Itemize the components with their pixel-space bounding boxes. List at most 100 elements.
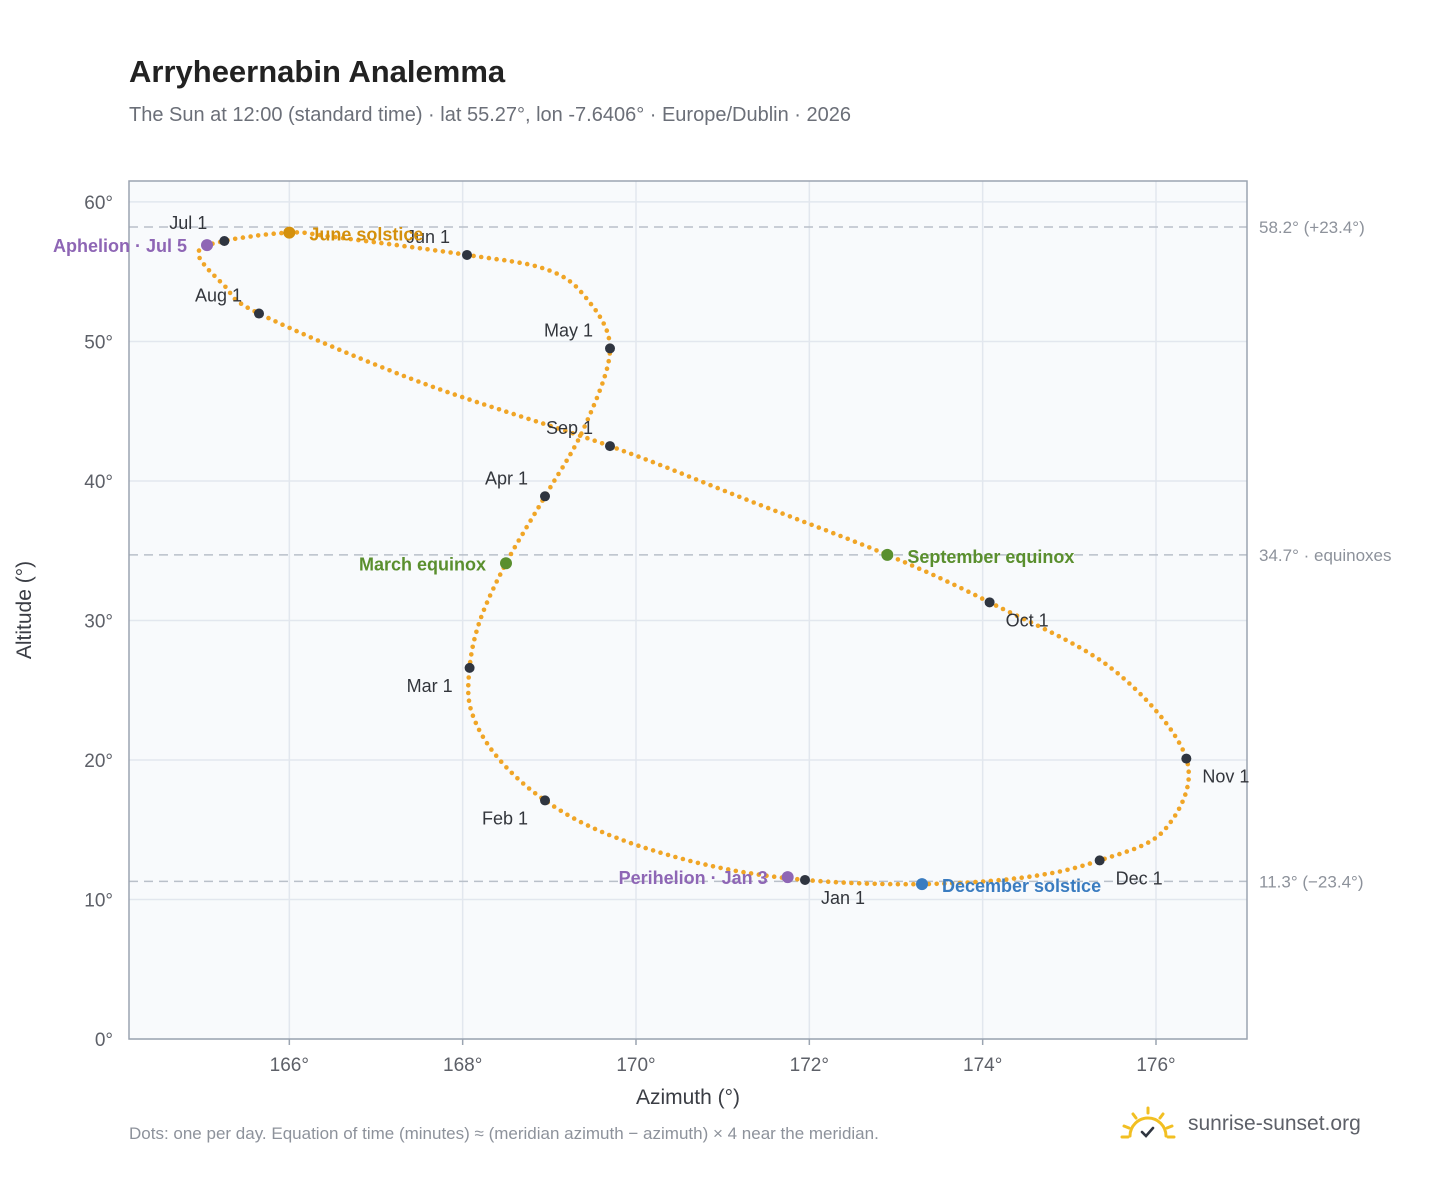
daily-sun-dot <box>1087 861 1093 866</box>
daily-sun-dot <box>509 770 515 776</box>
daily-sun-dot <box>466 675 472 680</box>
daily-sun-dot <box>577 433 583 439</box>
daily-sun-dot <box>240 235 246 240</box>
daily-sun-dot <box>831 530 836 536</box>
daily-sun-dot <box>934 881 939 887</box>
daily-sun-dot <box>337 347 342 353</box>
daily-sun-dot <box>206 268 212 273</box>
daily-sun-dot <box>903 881 908 887</box>
daily-sun-dot <box>665 852 671 858</box>
daily-sun-dot <box>551 804 557 809</box>
daily-sun-dot <box>217 279 223 284</box>
daily-sun-dot <box>536 505 541 510</box>
y-tick-label: 50° <box>84 332 113 353</box>
daily-sun-dot <box>548 484 553 490</box>
daily-sun-dot <box>263 232 269 237</box>
daily-sun-dot <box>548 423 553 429</box>
daily-sun-dot <box>476 622 482 627</box>
daily-sun-dot <box>672 468 677 474</box>
daily-sun-dot <box>455 251 461 256</box>
daily-sun-dot <box>518 414 524 419</box>
daily-sun-dot <box>1117 851 1122 857</box>
daily-sun-dot <box>476 727 482 733</box>
daily-sun-dot <box>563 428 568 434</box>
x-tick-label: 176° <box>1136 1055 1175 1076</box>
chart-subtitle: The Sun at 12:00 (standard time) · lat 5… <box>129 104 851 126</box>
daily-sun-dot <box>688 858 693 864</box>
daily-sun-dot <box>555 426 561 431</box>
daily-sun-dot <box>966 589 971 594</box>
daily-sun-dot <box>470 644 476 650</box>
daily-sun-dot <box>1143 697 1149 702</box>
daily-sun-dot <box>578 289 584 295</box>
daily-sun-dot <box>965 880 970 885</box>
daily-sun-dot <box>1056 633 1062 639</box>
daily-sun-dot <box>552 478 557 483</box>
event-label: June solstice <box>309 225 423 245</box>
daily-sun-dot <box>1186 769 1191 774</box>
x-tick-label: 170° <box>616 1055 655 1076</box>
daily-sun-dot <box>394 370 400 376</box>
daily-sun-dot <box>452 392 458 397</box>
daily-sun-dot <box>416 379 421 384</box>
x-tick-label: 166° <box>270 1055 309 1076</box>
daily-sun-dot <box>363 238 369 244</box>
daily-sun-dot <box>310 231 315 237</box>
brand[interactable]: sunrise-sunset.org <box>1120 1104 1361 1144</box>
daily-sun-dot <box>344 350 349 356</box>
daily-sun-dot <box>520 531 525 537</box>
daily-sun-dot <box>916 566 922 571</box>
month-label: Dec 1 <box>1116 868 1163 888</box>
daily-sun-dot <box>445 389 450 395</box>
daily-sun-dot <box>540 421 546 426</box>
daily-sun-dot <box>591 402 597 408</box>
daily-sun-dot <box>895 881 901 887</box>
daily-sun-dot <box>614 446 619 451</box>
daily-sun-dot <box>771 874 777 879</box>
daily-sun-dot <box>571 816 577 821</box>
daily-sun-dot <box>780 511 785 516</box>
daily-sun-dot <box>1080 863 1085 869</box>
daily-sun-dot <box>408 376 414 382</box>
daily-sun-dot <box>599 829 605 835</box>
daily-sun-dot <box>255 233 261 238</box>
daily-sun-dot <box>201 262 207 267</box>
daily-sun-dot <box>478 614 484 620</box>
daily-sun-dot <box>1103 661 1108 667</box>
daily-sun-dot <box>554 271 559 276</box>
daily-sun-dot <box>818 878 823 884</box>
daily-sun-dot <box>710 864 716 869</box>
daily-sun-dot <box>478 254 484 260</box>
daily-sun-dot <box>996 877 1001 883</box>
daily-sun-dot <box>592 826 598 832</box>
daily-sun-dot <box>271 231 277 236</box>
daily-sun-dot <box>533 419 539 424</box>
daily-sun-dot <box>480 734 486 739</box>
daily-sun-dot <box>1138 691 1143 697</box>
daily-sun-dot <box>1021 616 1027 622</box>
daily-sun-dot <box>570 431 575 436</box>
daily-sun-dot <box>1172 813 1178 818</box>
event-label: March equinox <box>359 554 486 574</box>
daily-sun-dot <box>1000 606 1006 612</box>
daily-sun-dot <box>294 328 299 334</box>
daily-sun-dot <box>756 872 762 877</box>
daily-sun-dot <box>325 233 330 239</box>
daily-sun-dot <box>864 881 870 886</box>
daily-sun-dot <box>232 236 238 242</box>
daily-sun-dot <box>833 879 839 885</box>
daily-sun-dot <box>1138 843 1144 849</box>
daily-sun-dot <box>351 353 356 359</box>
daily-sun-dot <box>665 465 670 471</box>
daily-sun-dot <box>809 522 814 528</box>
daily-sun-dot <box>459 394 465 400</box>
daily-sun-dot <box>593 308 598 313</box>
daily-sun-dot <box>356 237 361 243</box>
daily-sun-dot <box>621 448 627 454</box>
daily-sun-dot <box>588 410 594 415</box>
daily-sun-dot <box>583 295 589 301</box>
daily-sun-dot <box>838 533 843 539</box>
daily-sun-dot <box>379 240 384 246</box>
daily-sun-dot <box>1042 872 1047 877</box>
daily-sun-dot <box>245 305 250 311</box>
